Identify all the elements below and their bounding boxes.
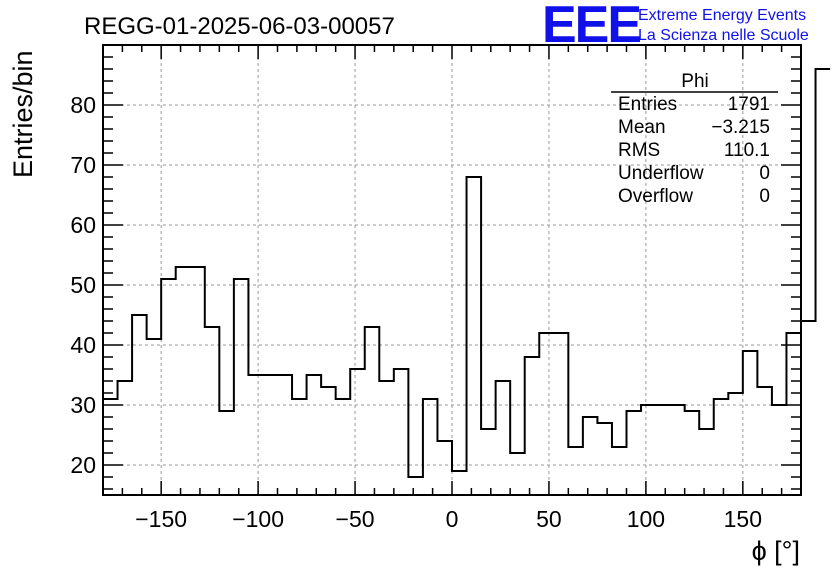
stats-label: Entries [618,94,677,115]
chart-title: REGG-01-2025-06-03-00057 [84,13,395,40]
x-tick-label: −150 [135,506,187,532]
stats-value: −3.215 [711,117,770,138]
stats-rows: Entries 1791 Mean −3.215 RMS 110.1 Underflow 0 O… [618,94,770,207]
x-tick-label: −50 [336,506,375,532]
x-tick-label: 50 [536,506,562,532]
x-tick-labels: −150 −100 −50 0 50 100 150 [135,506,762,532]
stats-value: 0 [759,163,770,184]
stats-name: Phi [681,71,708,92]
axis-ticks [102,44,802,495]
y-tick-label: 40 [70,332,96,358]
stats-box: Phi Entries 1791 Mean −3.215 RMS 110.1 Underfl… [611,71,778,207]
stats-label: RMS [618,140,660,161]
x-tick-label: 0 [446,506,459,532]
y-tick-labels: 20 30 40 50 60 70 80 [70,92,96,478]
x-tick-label: 150 [724,506,762,532]
y-tick-label: 60 [70,212,96,238]
x-tick-label: 100 [627,506,665,532]
eee-logo-line2: La Scienza nelle Scuole [638,27,809,44]
x-axis-label: ϕ [°] [752,536,800,566]
eee-logo-mark: EEE [542,0,640,54]
y-tick-label: 50 [70,272,96,298]
stats-value: 1791 [728,94,770,115]
stats-value: 0 [759,186,770,207]
eee-logo: EEE Extreme Energy Events La Scienza nel… [542,0,809,54]
eee-logo-line1: Extreme Energy Events [638,7,806,24]
stats-label: Mean [618,117,666,138]
histogram-step-line [103,68,831,478]
x-tick-label: −100 [232,506,284,532]
stats-label: Underflow [618,163,704,184]
y-tick-label: 30 [70,392,96,418]
grid-lines [103,45,801,495]
y-tick-label: 20 [70,452,96,478]
y-tick-label: 70 [70,152,96,178]
y-axis-label: Entries/bin [8,50,38,178]
y-tick-label: 80 [70,92,96,118]
stats-value: 110.1 [724,140,770,161]
stats-label: Overflow [618,186,693,207]
